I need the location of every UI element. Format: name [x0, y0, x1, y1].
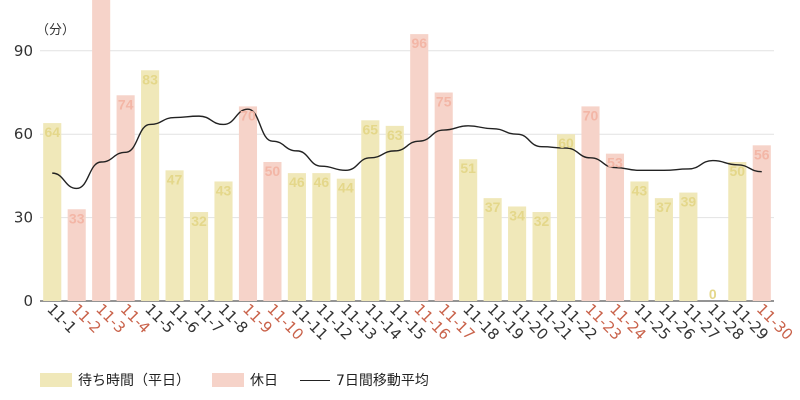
bar-11-20: [508, 206, 527, 301]
grid-lines: [40, 50, 774, 302]
value-label-11-15: 63: [387, 127, 403, 143]
bar-11-22: [556, 134, 576, 301]
legend: 待ち時間（平日） 休日 7日間移動平均: [40, 369, 451, 391]
bar-11-25: [630, 181, 649, 301]
bar-11-8: [214, 181, 233, 301]
value-label-11-13: 44: [338, 180, 354, 196]
value-label-11-16: 96: [411, 35, 427, 51]
value-label-11-6: 47: [167, 171, 183, 187]
y-tick-label: 60: [14, 125, 33, 143]
bar-11-13: [336, 178, 355, 301]
bar-11-23: [581, 106, 600, 302]
bar-11-5: [141, 70, 160, 301]
value-label-11-22: 60: [558, 135, 574, 151]
bar-11-24: [605, 153, 625, 301]
bar-11-18: [459, 159, 478, 301]
bar-11-17: [434, 92, 453, 301]
bar-11-4: [116, 95, 135, 301]
value-label-11-23: 70: [583, 107, 599, 123]
bar-11-15: [385, 125, 404, 301]
moving-average-line: [52, 108, 762, 190]
value-label-11-10: 50: [265, 163, 281, 179]
bar-11-1: [43, 123, 62, 301]
value-label-11-17: 75: [436, 94, 452, 110]
value-label-11-11: 46: [289, 174, 305, 190]
y-tick-label: 30: [14, 209, 33, 227]
value-label-11-5: 83: [142, 71, 158, 87]
value-label-11-9: 70: [240, 107, 256, 123]
bar-11-21: [532, 212, 551, 301]
wait-time-chart: 64 33 74 83 47 32 43 70 50 46 46 44 65 63 96 75 51 37 34 32…: [14, 0, 796, 344]
value-label-11-7: 32: [191, 213, 207, 229]
bar-11-6: [165, 170, 184, 301]
legend-line: 7日間移動平均: [300, 370, 429, 390]
y-axis-label: （分）: [36, 23, 75, 38]
y-tick-label: 90: [14, 42, 33, 60]
legend-weekday-label: 待ち時間（平日）: [78, 373, 190, 389]
value-label-11-20: 34: [509, 207, 525, 223]
value-label-11-1: 64: [44, 124, 60, 140]
bar-11-2: [67, 209, 86, 301]
value-label-11-29: 50: [730, 163, 746, 179]
value-label-11-28: 0: [709, 286, 717, 302]
bar-11-3: [92, 0, 111, 301]
value-label-11-25: 43: [632, 182, 648, 198]
value-label-11-12: 46: [314, 174, 330, 190]
legend-line-label: 7日間移動平均: [336, 373, 429, 389]
value-label-11-14: 65: [363, 121, 379, 137]
bar-11-19: [483, 198, 502, 301]
bar-11-30: [752, 145, 771, 301]
value-labels: 64 33 74 83 47 32 43 70 50 46 46 44 65 63 96 75 51 37 34 32…: [44, 35, 769, 302]
bar-11-16: [410, 34, 429, 302]
legend-weekday-swatch: [40, 373, 72, 387]
legend-holiday-swatch: [212, 373, 244, 387]
legend-holiday: 休日: [212, 370, 278, 390]
x-axis-ticks: 11-111-211-311-411-511-611-711-811-911-1…: [43, 300, 796, 344]
value-label-11-4: 74: [118, 96, 134, 112]
bars: [43, 0, 771, 302]
bar-11-12: [312, 173, 331, 301]
value-label-11-30: 56: [754, 146, 770, 162]
value-label-11-2: 33: [69, 210, 85, 226]
legend-line-swatch: [300, 379, 330, 381]
bar-11-29: [728, 162, 747, 301]
y-tick-label: 0: [23, 292, 33, 310]
value-label-11-21: 32: [534, 213, 550, 229]
value-label-11-26: 37: [656, 199, 672, 215]
bar-11-11: [287, 173, 306, 301]
value-label-11-19: 37: [485, 199, 501, 215]
bar-11-26: [654, 198, 673, 301]
value-label-11-18: 51: [460, 160, 476, 176]
bar-11-14: [361, 120, 380, 301]
bar-11-7: [189, 212, 209, 301]
bar-11-10: [263, 162, 282, 301]
value-label-11-27: 39: [681, 194, 697, 210]
value-label-11-24: 53: [607, 155, 623, 171]
y-axis-ticks: 0 30 60 90: [14, 42, 33, 310]
bar-11-9: [238, 106, 258, 302]
legend-weekday: 待ち時間（平日）: [40, 370, 190, 390]
value-label-11-8: 43: [216, 182, 232, 198]
moving-average-path: [52, 108, 762, 190]
legend-holiday-label: 休日: [250, 373, 278, 389]
bar-11-27: [679, 192, 698, 301]
